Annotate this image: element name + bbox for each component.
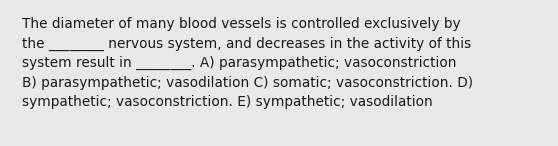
Text: The diameter of many blood vessels is controlled exclusively by
the ________ ner: The diameter of many blood vessels is co…: [22, 17, 473, 109]
